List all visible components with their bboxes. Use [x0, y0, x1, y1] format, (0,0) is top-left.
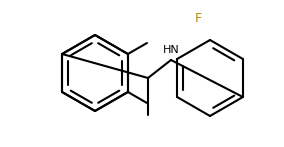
Text: HN: HN — [163, 45, 179, 55]
Text: F: F — [195, 11, 202, 25]
